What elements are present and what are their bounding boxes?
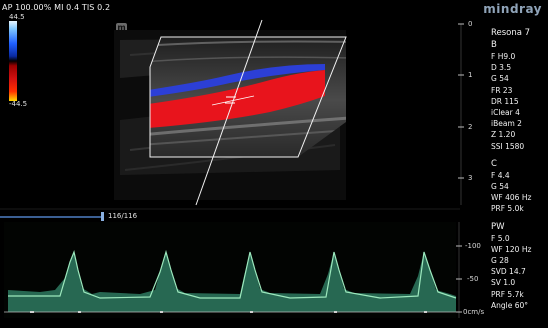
sample-volume-gate[interactable]: [211, 95, 255, 106]
velocity-label-neg100: -100: [465, 242, 481, 250]
depth-label-3: 3: [468, 174, 473, 182]
b-param: DR 115: [491, 96, 519, 106]
b-mode-header: B: [491, 40, 497, 50]
depth-label-2: 2: [468, 123, 473, 131]
pw-param: WF 120 Hz: [491, 244, 532, 254]
b-param: D 3.5: [491, 63, 512, 73]
doppler-cursor-line[interactable]: [195, 19, 263, 206]
c-param: WF 406 Hz: [491, 193, 532, 203]
b-param: FR 23: [491, 85, 513, 95]
pw-param: F 5.0: [491, 233, 510, 243]
pw-param: PRF 5.7k: [491, 289, 524, 299]
b-param: F H9.0: [491, 52, 516, 61]
pw-mode-header: PW: [491, 221, 505, 232]
b-param: G 54: [491, 74, 509, 84]
pw-param: SVD 14.7: [491, 267, 526, 277]
color-doppler-box-content: [150, 37, 346, 157]
depth-ruler: [458, 23, 464, 205]
pw-param: SV 1.0: [491, 278, 516, 288]
c-param: PRF 5.0k: [491, 204, 524, 214]
depth-label-1: 1: [468, 71, 473, 79]
c-param: G 54: [491, 182, 509, 192]
velocity-label-zero: 0cm/s: [463, 308, 485, 316]
cine-frame-counter: 116/116: [108, 212, 138, 220]
depth-label-0: 0: [468, 20, 473, 28]
cine-progress-bar[interactable]: [0, 216, 104, 218]
color-box-outline[interactable]: [149, 36, 347, 158]
acoustic-output-status: AP 100.00% MI 0.4 TIS 0.2: [2, 3, 111, 12]
mode-badge: m: [116, 23, 127, 33]
pw-param: Angle 60°: [491, 300, 529, 310]
c-mode-header: C: [491, 158, 497, 169]
cine-handle[interactable]: [101, 212, 104, 221]
system-model: Resona 7: [491, 28, 531, 38]
color-scale-max: 44.5: [9, 13, 25, 21]
b-param: iBeam 2: [491, 119, 522, 129]
brand-logo: mindray: [483, 2, 542, 16]
spectral-waveform: [4, 249, 457, 313]
b-param: Z 1.20: [491, 130, 516, 140]
imaging-parameters-panel: Resona 7 B F H9.0 D 3.5 G 54 FR 23 DR 11…: [491, 27, 547, 311]
color-velocity-bar: [9, 21, 17, 101]
b-param: iClear 4: [491, 108, 520, 118]
pw-param: G 28: [491, 256, 509, 266]
color-scale-min: -44.5: [9, 100, 28, 108]
c-param: F 4.4: [491, 170, 510, 180]
velocity-scale-ruler: [456, 222, 462, 318]
b-param: SSI 1580: [491, 141, 525, 151]
velocity-label-neg50: -50: [467, 275, 479, 283]
